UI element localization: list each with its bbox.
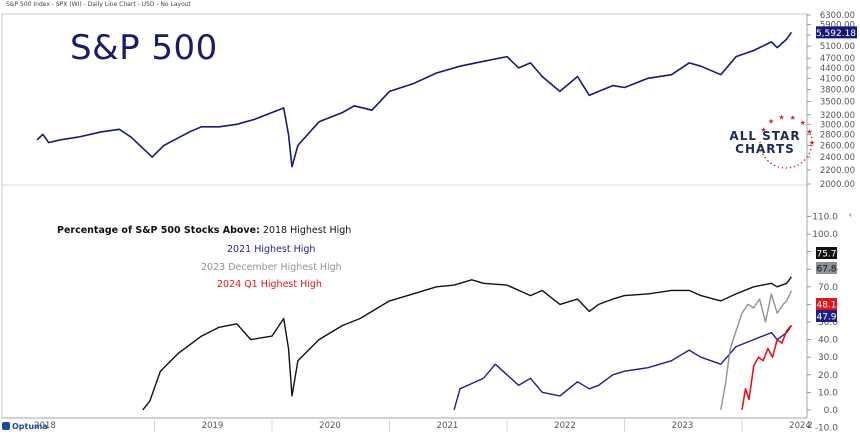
lower-y-tick-label: 100.0 [812,230,838,240]
legend-item-dec2023: 2023 December Highest High [201,262,342,273]
brand-star: ★ [800,119,806,127]
x-tick-label: 2024 [789,421,811,431]
brand-dot [762,153,764,156]
brand-dot [808,152,811,155]
brand-dot [811,140,813,143]
footer-brand-label: Optuma [12,422,48,431]
legend-item-q12024: 2024 Q1 Highest High [217,279,322,290]
breadth-last-value-label: 67.8 [816,265,836,275]
brand-dot [810,136,813,139]
upper-y-tick-label: 5100.00 [820,42,855,52]
x-tick-label: 2023 [672,421,694,431]
chart-info: S&P 500 Index - SPX (WI) - Daily Line Ch… [6,1,191,8]
upper-y-tick-label: 2800.00 [820,130,855,140]
brand-dot [760,149,763,152]
brand-dot [770,162,772,165]
brand-dot [777,166,780,168]
x-tick-label: 2022 [554,421,576,431]
upper-y-tick-label: 4400.00 [820,64,855,74]
upper-y-tick-label: 4100.00 [820,74,855,84]
breadth-series-line [741,324,793,411]
brand-line-1: ALL STAR [729,129,801,143]
brand-logo: ALL STAR CHARTS [725,130,805,156]
brand-line-2: CHARTS [735,142,795,156]
brand-dot [789,166,792,169]
upper-y-tick-label: 2200.00 [820,166,855,176]
lower-y-tick-label: 110.0 [812,213,838,223]
breadth-last-value-label: 75.7 [816,250,836,260]
brand-dot [759,141,761,144]
breadth-panel: 110.0100.090.080.070.060.050.040.030.020… [142,213,839,434]
panel-resize-handle[interactable]: ‹ [849,210,852,219]
page-title: S&P 500 [70,28,218,68]
spx-panel: 6300.005900.005500.005100.004700.004400.… [1,11,857,419]
brand-dot [810,144,813,147]
upper-y-tick-label: 3200.00 [820,111,855,121]
lower-y-tick-label: 40.0 [818,336,838,346]
breadth-last-value-tag [816,298,837,310]
x-tick-label: 2020 [319,421,341,431]
lower-y-tick-label: -10.0 [815,424,839,434]
brand-dot [773,164,776,167]
upper-y-tick-label: 5900.00 [820,21,855,31]
lower-y-tick-label: 0.0 [824,406,839,416]
plot-frame [1,13,808,419]
brand-star: ★ [790,114,796,122]
footer-brand: Optuma [2,422,48,431]
lower-y-tick-label: 70.0 [818,283,838,293]
brand-star: ★ [760,126,766,134]
lower-y-tick-label: 20.0 [818,371,838,381]
brand-dot [806,156,809,158]
legend-heading: Percentage of S&P 500 Stocks Above: [57,225,260,236]
x-tick-label: 2018 [34,421,56,431]
lower-y-tick-label: 50.0 [818,318,838,328]
breadth-last-value-label: 48.1 [816,301,836,311]
brand-dot [785,167,788,169]
brand-dot [800,161,803,164]
breadth-last-value-tag [816,262,837,274]
brand-dot [803,159,806,161]
brand-dot [781,166,784,169]
lower-y-tick-label: 30.0 [818,353,838,363]
brand-star: ★ [768,118,774,126]
legend-heading-row: Percentage of S&P 500 Stocks Above: 2018… [57,225,351,236]
upper-y-tick-label: 3500.00 [820,98,855,108]
x-tick-label: 2021 [437,421,459,431]
upper-y-tick-label: 2000.00 [820,180,855,190]
breadth-series-line [142,276,792,411]
x-tick-label: 2019 [202,421,224,431]
upper-y-tick-label: 6300.00 [820,11,855,21]
upper-y-tick-label: 2400.00 [820,153,855,163]
spx-series-line [36,31,793,168]
x-tick-label: 2 [807,421,812,431]
brand-star: ★ [806,128,812,136]
brand-dot [764,156,767,159]
brand-dot [793,165,796,168]
breadth-last-value-tag [816,310,837,322]
brand-stars-icon: ★★★ ★★★★ [759,113,815,169]
brand-star: ★ [778,113,784,121]
legend-item-2018: 2018 Highest High [262,225,352,236]
brand-dot [810,148,812,151]
brand-dot [759,145,762,148]
upper-y-tick-label: 4700.00 [820,54,855,64]
lower-y-tick-label: 10.0 [818,388,838,398]
breadth-last-value-label: 47.9 [816,313,836,323]
legend-item-2021: 2021 Highest High [227,244,316,255]
optuma-logo-icon [2,422,10,430]
breadth-last-value-tag [816,247,837,259]
upper-y-tick-label: 3000.00 [820,120,855,130]
brand-star: ★ [809,139,815,147]
breadth-series-line [453,325,792,411]
upper-y-tick-label: 2600.00 [820,141,855,151]
brand-dot [797,164,800,166]
upper-y-tick-label: 3800.00 [820,85,855,95]
spx-last-value-tag [816,26,857,39]
spx-last-value-label: 5,592.18 [816,29,856,39]
brand-dot [767,159,769,162]
breadth-series-line [720,290,793,411]
